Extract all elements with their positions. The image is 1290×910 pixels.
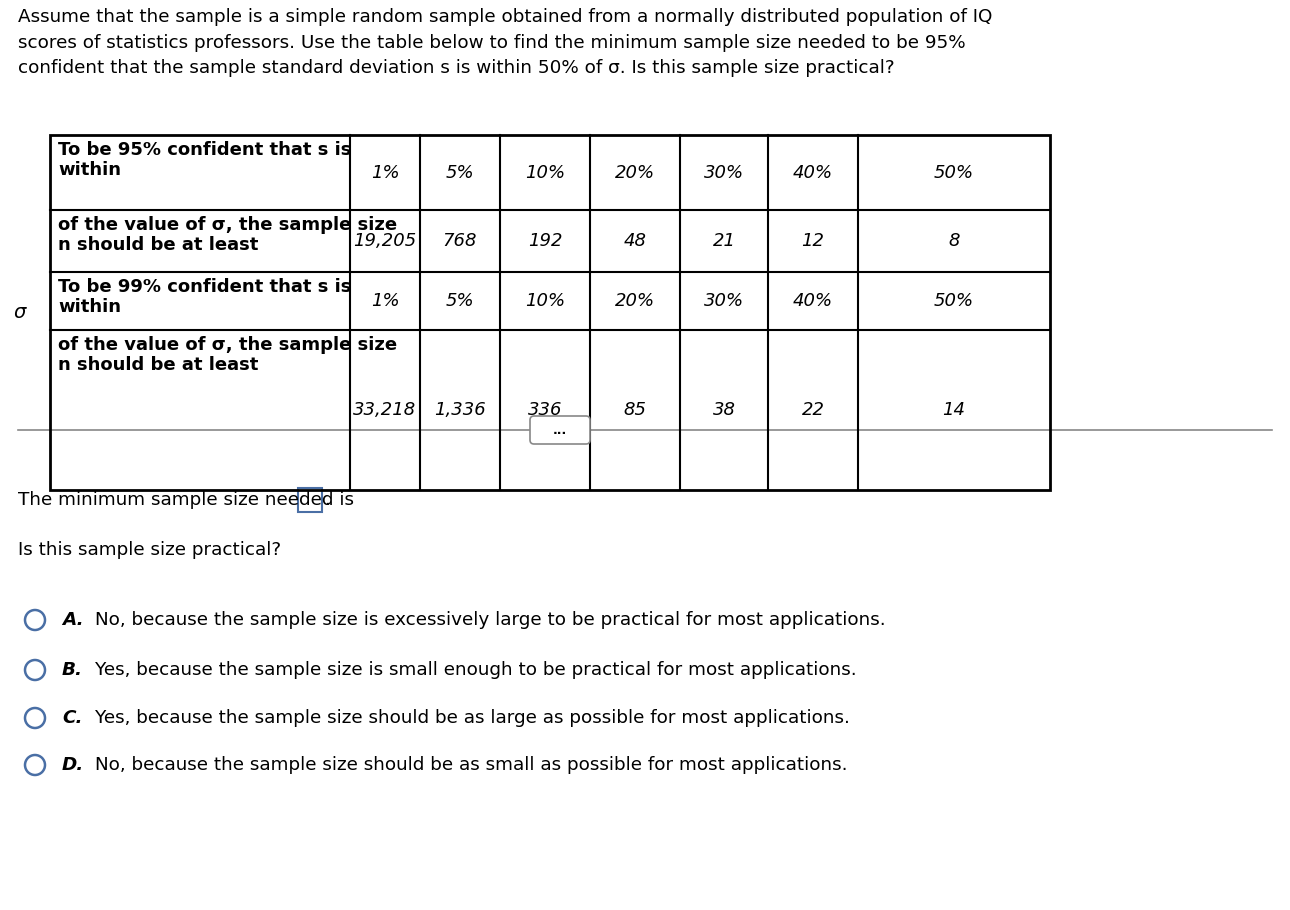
Text: within: within	[58, 298, 121, 316]
Text: 8: 8	[948, 232, 960, 250]
Text: 19,205: 19,205	[353, 232, 417, 250]
Text: 1,336: 1,336	[435, 401, 486, 419]
Text: No, because the sample size is excessively large to be practical for most applic: No, because the sample size is excessive…	[95, 611, 886, 629]
Text: 40%: 40%	[793, 164, 833, 181]
Text: 5%: 5%	[445, 292, 475, 310]
Text: Assume that the sample is a simple random sample obtained from a normally distri: Assume that the sample is a simple rando…	[18, 8, 992, 77]
Text: Is this sample size practical?: Is this sample size practical?	[18, 541, 281, 559]
Text: n should be at least: n should be at least	[58, 236, 258, 254]
Text: 38: 38	[712, 401, 735, 419]
Text: 12: 12	[801, 232, 824, 250]
Text: 22: 22	[801, 401, 824, 419]
Text: 20%: 20%	[615, 164, 655, 181]
Text: To be 99% confident that s is: To be 99% confident that s is	[58, 278, 351, 296]
Text: n should be at least: n should be at least	[58, 356, 258, 374]
Text: The minimum sample size needed is: The minimum sample size needed is	[18, 491, 353, 509]
Text: .: .	[325, 491, 330, 509]
Text: 5%: 5%	[445, 164, 475, 181]
Text: Yes, because the sample size is small enough to be practical for most applicatio: Yes, because the sample size is small en…	[95, 661, 857, 679]
Text: 48: 48	[623, 232, 646, 250]
Text: 10%: 10%	[525, 292, 565, 310]
Text: 85: 85	[623, 401, 646, 419]
Text: within: within	[58, 161, 121, 179]
Text: 14: 14	[943, 401, 965, 419]
Bar	[50, 135, 1050, 490]
Text: 1%: 1%	[370, 292, 400, 310]
Text: 40%: 40%	[793, 292, 833, 310]
Text: Yes, because the sample size should be as large as possible for most application: Yes, because the sample size should be a…	[95, 709, 850, 727]
Text: of the value of σ, the sample size: of the value of σ, the sample size	[58, 336, 397, 354]
Text: of the value of σ, the sample size: of the value of σ, the sample size	[58, 216, 397, 234]
Text: ...: ...	[553, 423, 568, 437]
Text: 50%: 50%	[934, 292, 974, 310]
Text: B.: B.	[62, 661, 83, 679]
Text: 33,218: 33,218	[353, 401, 417, 419]
Text: C.: C.	[62, 709, 83, 727]
Text: 21: 21	[712, 232, 735, 250]
Text: σ: σ	[14, 303, 26, 322]
Text: A.: A.	[62, 611, 84, 629]
Bar	[298, 488, 322, 512]
Text: 10%: 10%	[525, 164, 565, 181]
Text: No, because the sample size should be as small as possible for most applications: No, because the sample size should be as…	[95, 756, 848, 774]
Text: 20%: 20%	[615, 292, 655, 310]
FancyBboxPatch shape	[530, 416, 590, 444]
Text: To be 95% confident that s is: To be 95% confident that s is	[58, 141, 351, 159]
Text: 336: 336	[528, 401, 562, 419]
Text: D.: D.	[62, 756, 84, 774]
Text: 50%: 50%	[934, 164, 974, 181]
Text: 30%: 30%	[704, 164, 744, 181]
Text: 192: 192	[528, 232, 562, 250]
Text: 30%: 30%	[704, 292, 744, 310]
Text: 1%: 1%	[370, 164, 400, 181]
Text: 768: 768	[442, 232, 477, 250]
